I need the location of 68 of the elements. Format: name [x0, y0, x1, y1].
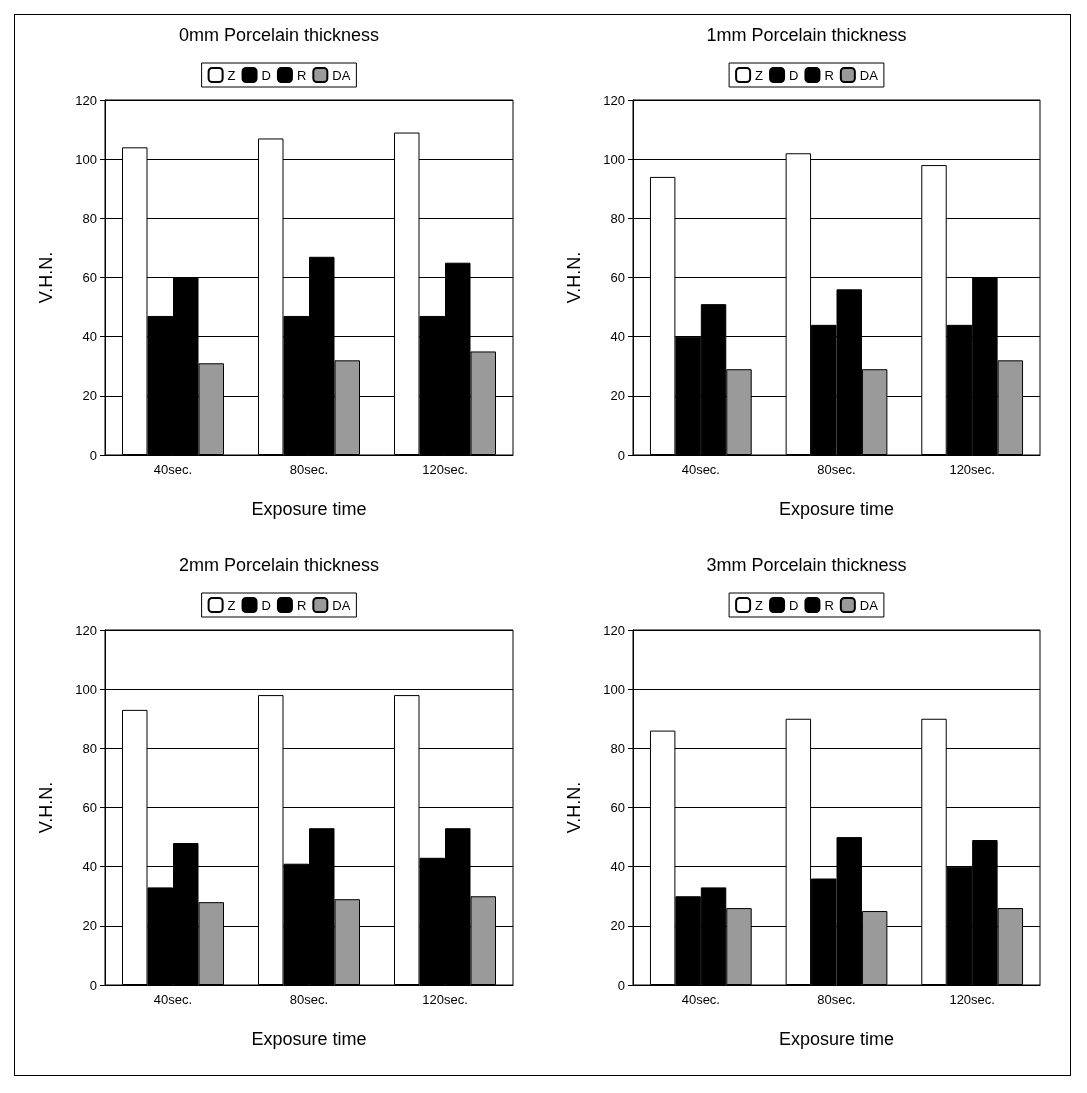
x-tick-label: 120sec.: [949, 992, 995, 1007]
chart-title: 0mm Porcelain thickness: [178, 25, 380, 45]
y-tick-label: 40: [610, 329, 625, 345]
x-axis-title: Exposure time: [251, 499, 367, 519]
y-tick-label: 80: [82, 740, 97, 756]
legend-label: Z: [755, 597, 764, 613]
y-tick-label: 120: [75, 622, 97, 638]
y-tick-label: 60: [610, 270, 625, 285]
y-tick-label: 100: [75, 681, 97, 697]
x-tick-label: 80sec.: [817, 462, 856, 477]
legend-label: D: [789, 597, 799, 613]
y-tick-label: 20: [82, 918, 97, 934]
legend-label: DA: [332, 597, 351, 613]
legend-label: R: [824, 597, 834, 613]
legend-label: D: [261, 67, 271, 83]
y-tick-label: 40: [82, 859, 97, 875]
x-tick-label: 80sec.: [289, 992, 329, 1007]
y-tick-label: 40: [82, 329, 97, 345]
x-tick-label: 40sec.: [681, 992, 720, 1007]
x-axis-title: Exposure time: [251, 1029, 367, 1049]
y-axis-title: V.H.N.: [36, 781, 56, 834]
legend-label: R: [296, 597, 307, 613]
legend-label: Z: [227, 67, 236, 83]
x-tick-label: 40sec.: [681, 462, 720, 477]
y-tick-label: 60: [82, 270, 97, 285]
y-tick-label: 0: [89, 977, 97, 993]
y-tick-label: 80: [610, 210, 625, 226]
y-tick-label: 100: [603, 151, 625, 167]
x-tick-label: 80sec.: [817, 992, 856, 1007]
y-tick-label: 100: [603, 681, 625, 697]
legend-label: DA: [859, 67, 879, 83]
legend-label: Z: [227, 597, 236, 613]
y-tick-label: 60: [610, 800, 625, 815]
y-tick-label: 60: [82, 800, 97, 815]
y-axis-title: V.H.N.: [564, 781, 584, 834]
x-tick-label: 120sec.: [422, 462, 468, 477]
y-tick-label: 120: [75, 92, 97, 108]
y-tick-label: 20: [610, 918, 625, 934]
x-tick-label: 120sec.: [422, 992, 468, 1007]
y-tick-label: 20: [82, 388, 97, 404]
y-tick-label: 100: [75, 151, 97, 167]
y-axis-title: V.H.N.: [36, 251, 56, 304]
legend-label: D: [789, 67, 799, 83]
legend-label: DA: [859, 597, 879, 613]
y-tick-label: 120: [603, 92, 625, 108]
x-axis-title: Exposure time: [778, 499, 895, 519]
legend-label: D: [261, 597, 271, 613]
y-tick-label: 0: [617, 977, 625, 993]
y-tick-label: 80: [610, 740, 625, 756]
chart-title: 3mm Porcelain thickness: [706, 555, 907, 575]
x-tick-label: 120sec.: [949, 462, 995, 477]
y-tick-label: 120: [603, 622, 625, 638]
chart-title: 1mm Porcelain thickness: [706, 25, 907, 45]
x-tick-label: 80sec.: [289, 462, 329, 477]
y-tick-label: 0: [89, 447, 97, 463]
legend-label: Z: [755, 67, 764, 83]
x-axis-title: Exposure time: [778, 1029, 895, 1049]
y-tick-label: 80: [82, 210, 97, 226]
y-tick-label: 0: [617, 447, 625, 463]
y-tick-label: 20: [610, 388, 625, 404]
y-tick-label: 40: [610, 859, 625, 875]
chart-title: 2mm Porcelain thickness: [178, 555, 380, 575]
legend-label: R: [296, 67, 307, 83]
x-tick-label: 40sec.: [153, 462, 193, 477]
legend-label: R: [824, 67, 834, 83]
legend-label: DA: [332, 67, 351, 83]
y-axis-title: V.H.N.: [564, 251, 584, 304]
x-tick-label: 40sec.: [153, 992, 193, 1007]
